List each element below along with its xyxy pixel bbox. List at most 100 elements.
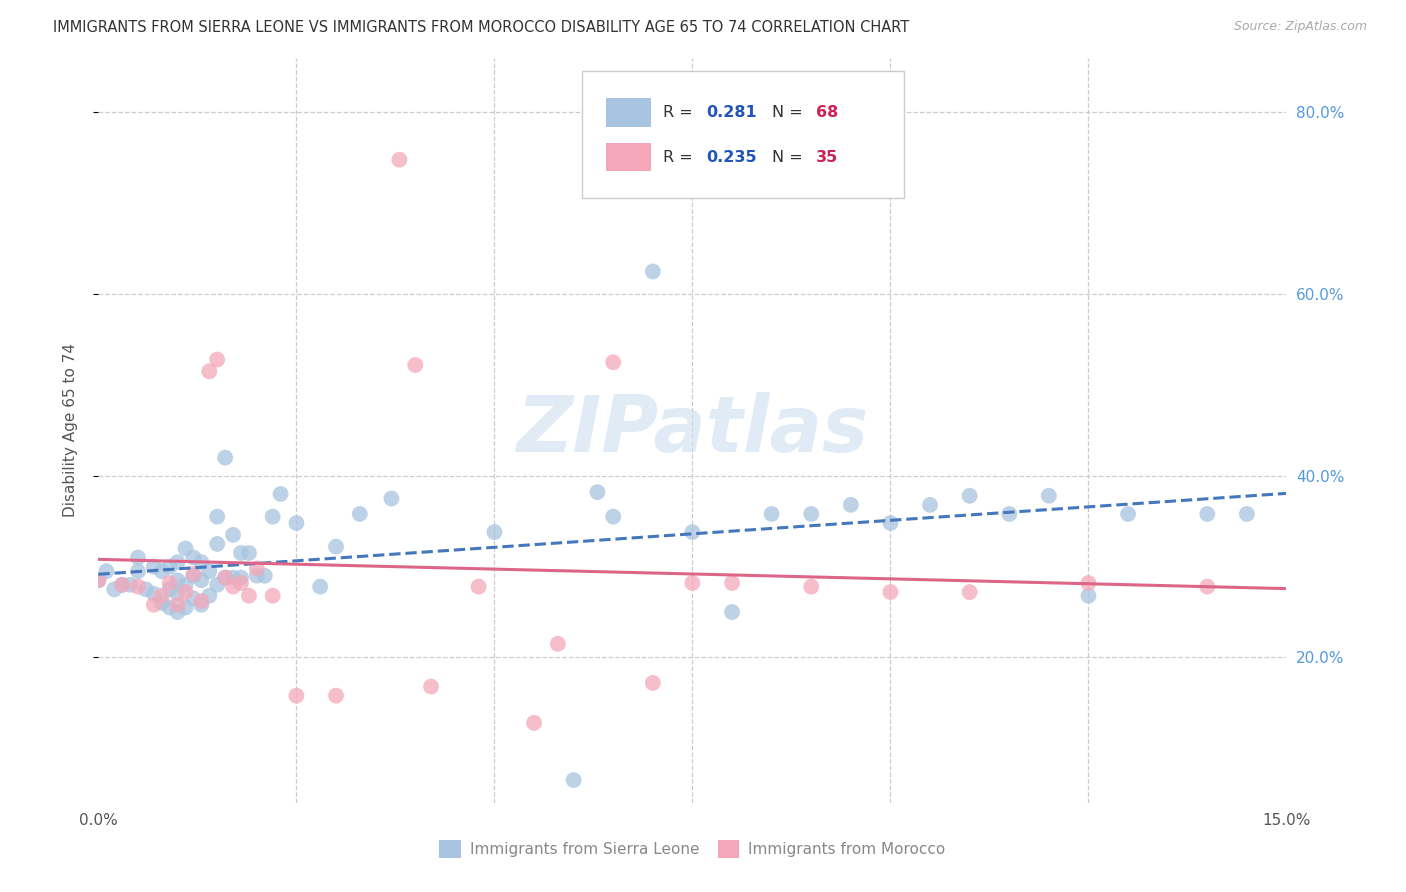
Point [309,580,332,594]
Point [349,507,371,521]
Point [920,498,942,512]
Legend: Immigrants from Sierra Leone, Immigrants from Morocco: Immigrants from Sierra Leone, Immigrants… [433,834,952,863]
Point [800,580,823,594]
Point [262,509,284,524]
Point [839,498,862,512]
Point [586,485,609,500]
Point [127,550,149,565]
Point [262,589,284,603]
Point [879,516,901,530]
Point [87,574,110,588]
Point [229,546,252,560]
Point [205,578,228,592]
Point [183,568,205,582]
Point [325,540,347,554]
Point [547,637,569,651]
Point [879,585,901,599]
Point [238,546,260,560]
Text: ZIPatlas: ZIPatlas [516,392,869,468]
Point [174,585,197,599]
Point [87,574,110,588]
Point [641,676,664,690]
Point [150,596,173,610]
Point [229,576,252,591]
Point [174,541,197,556]
Point [253,568,276,582]
Point [270,487,292,501]
Point [205,509,228,524]
Point [246,568,269,582]
Point [246,561,269,575]
Point [142,559,165,574]
Point [229,570,252,584]
Point [174,600,197,615]
Point [183,550,205,565]
Point [198,564,221,578]
Point [166,598,188,612]
Point [96,564,118,578]
Text: R =: R = [662,150,697,164]
Point [127,564,149,578]
Text: 68: 68 [815,105,838,120]
Text: N =: N = [772,150,808,164]
Point [222,570,245,584]
Point [998,507,1021,521]
Point [111,578,134,592]
Point [1197,580,1219,594]
Point [166,574,188,588]
Point [721,605,744,619]
Point [420,680,443,694]
Point [190,594,212,608]
Point [602,355,624,369]
Point [238,589,260,603]
Point [198,589,221,603]
Point [404,358,426,372]
Point [641,264,664,278]
Point [142,587,165,601]
FancyBboxPatch shape [606,143,651,171]
FancyBboxPatch shape [606,98,651,127]
Point [325,689,347,703]
Text: 35: 35 [815,150,838,164]
FancyBboxPatch shape [582,70,904,198]
Text: 0.281: 0.281 [707,105,758,120]
Point [681,576,703,591]
Point [1077,576,1099,591]
Point [166,605,188,619]
Point [1236,507,1258,521]
Point [761,507,783,521]
Point [159,559,181,574]
Point [721,576,744,591]
Point [190,598,212,612]
Point [135,582,157,597]
Point [1197,507,1219,521]
Point [150,564,173,578]
Point [127,580,149,594]
Point [523,715,546,730]
Point [222,528,245,542]
Point [183,566,205,581]
Text: IMMIGRANTS FROM SIERRA LEONE VS IMMIGRANTS FROM MOROCCO DISABILITY AGE 65 TO 74 : IMMIGRANTS FROM SIERRA LEONE VS IMMIGRAN… [53,20,910,35]
Point [959,489,981,503]
Point [285,689,308,703]
Point [959,585,981,599]
Point [800,507,823,521]
Point [214,570,236,584]
Point [103,582,125,597]
Point [388,153,411,167]
Point [142,598,165,612]
Text: Source: ZipAtlas.com: Source: ZipAtlas.com [1233,20,1367,33]
Y-axis label: Disability Age 65 to 74: Disability Age 65 to 74 [63,343,77,517]
Point [562,773,585,788]
Point [602,509,624,524]
Point [214,570,236,584]
Point [166,587,188,601]
Point [190,574,212,588]
Point [1077,589,1099,603]
Point [467,580,489,594]
Text: 0.235: 0.235 [707,150,758,164]
Point [380,491,402,506]
Point [222,580,245,594]
Point [1116,507,1139,521]
Text: N =: N = [772,105,808,120]
